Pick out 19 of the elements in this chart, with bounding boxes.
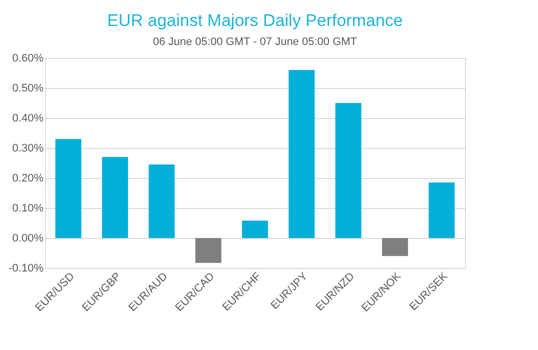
y-tick-label: 0.50%: [12, 82, 44, 94]
bar: [55, 139, 82, 238]
bar: [288, 70, 315, 238]
y-tick-label: -0.10%: [8, 262, 44, 274]
bar: [242, 220, 268, 238]
bar: [382, 238, 408, 256]
bar: [335, 103, 362, 238]
y-tick-label: 0.40%: [12, 112, 44, 124]
bar: [102, 157, 128, 238]
chart-title: EUR against Majors Daily Performance: [107, 11, 403, 30]
bar: [148, 164, 175, 238]
y-tick-label: 0.20%: [12, 172, 44, 184]
bar: [195, 238, 222, 263]
bar: [428, 182, 455, 238]
y-tick-label: 0.60%: [12, 52, 44, 64]
y-tick-label: 0.00%: [12, 232, 44, 244]
chart-subtitle: 06 June 05:00 GMT - 07 June 05:00 GMT: [152, 36, 358, 48]
y-tick-label: 0.10%: [12, 202, 44, 214]
y-tick-label: 0.30%: [12, 142, 44, 154]
